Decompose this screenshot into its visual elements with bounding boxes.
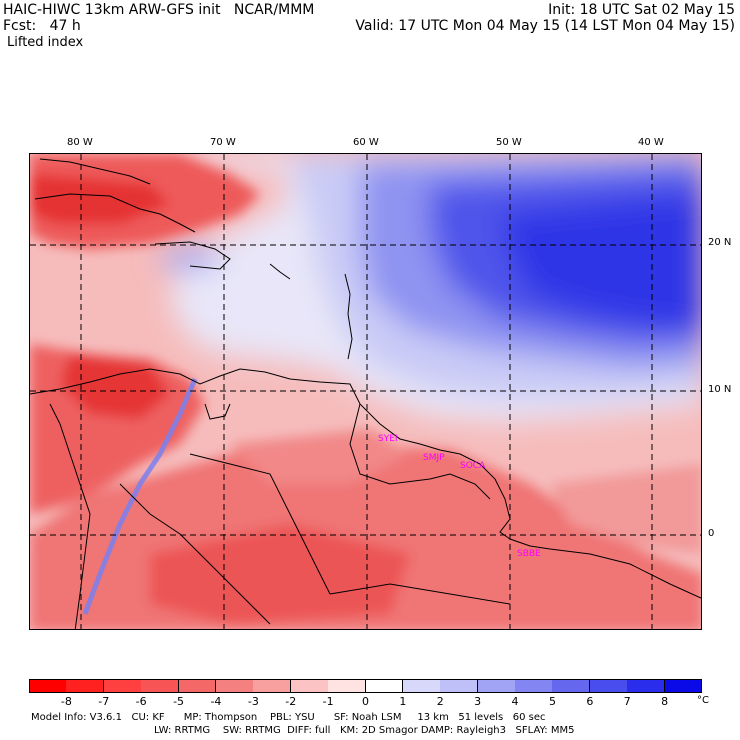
colorbar-tick-label: 4 [511, 695, 519, 708]
field-name: Lifted index [7, 35, 84, 50]
colorbar-segment [328, 679, 366, 693]
colorbar-tick-label: -2 [285, 695, 297, 708]
lat-label-20n: 20 N [708, 237, 732, 248]
lat-label-0: 0 [708, 528, 715, 539]
colorbar-segment [215, 679, 254, 693]
lifted-index-map: SYEI SMJP SOCA SBBE [30, 154, 701, 629]
station-soca: SOCA [460, 461, 486, 471]
colorbar-segment [440, 679, 479, 693]
colorbar-segment [515, 679, 553, 693]
station-syei: SYEI [378, 434, 398, 444]
lon-label-80w: 80 W [67, 137, 93, 148]
colorbar-tick-label: 2 [436, 695, 444, 708]
colorbar-segment [402, 679, 441, 693]
coastlines [30, 158, 701, 629]
map-panel: SYEI SMJP SOCA SBBE [29, 153, 702, 630]
colorbar-tick-label: 8 [661, 695, 669, 708]
colorbar-tick-label: -6 [135, 695, 147, 708]
colorbar-tick-label: -8 [60, 695, 72, 708]
title-line1: HAIC-HIWC 13km ARW-GFS init NCAR/MMM [3, 2, 315, 18]
init-time: Init: 18 UTC Sat 02 May 15 [548, 2, 735, 18]
colorbar-segment [253, 679, 292, 693]
colorbar-tick-label: 6 [586, 695, 594, 708]
colorbar-tick-label: -3 [247, 695, 259, 708]
colorbar-segment [552, 679, 591, 693]
colorbar-segment [178, 679, 217, 693]
colorbar-tick-label: 7 [623, 695, 631, 708]
lon-label-40w: 40 W [638, 137, 664, 148]
andes-ridge [82, 378, 198, 615]
colorbar-segment [664, 679, 703, 693]
colorbar-tick-label: -1 [322, 695, 334, 708]
stable-region [160, 154, 701, 422]
graticule [30, 154, 701, 629]
lat-label-10n: 10 N [708, 384, 732, 395]
colorbar-segment [141, 679, 180, 693]
colorbar-segment [103, 679, 142, 693]
colorbar-segment [29, 679, 67, 693]
colorbar-tick-label: 0 [362, 695, 369, 708]
valid-time: Valid: 17 UTC Mon 04 May 15 (14 LST Mon … [355, 18, 735, 34]
model-info-line1: Model Info: V3.6.1 CU: KF MP: Thompson P… [31, 712, 546, 723]
colorbar-tick-label: -4 [210, 695, 222, 708]
lon-label-60w: 60 W [353, 137, 379, 148]
colorbar-segment [66, 679, 105, 693]
station-sbbe: SBBE [517, 549, 541, 559]
station-smjp: SMJP [423, 453, 445, 463]
colorbar-segment [589, 679, 628, 693]
colorbar-segment [365, 679, 404, 693]
colorbar-tick-label: -5 [173, 695, 185, 708]
colorbar-segment [627, 679, 666, 693]
colorbar-tick-label: 5 [548, 695, 556, 708]
colorbar-segment [477, 679, 516, 693]
lon-label-70w: 70 W [210, 137, 236, 148]
lon-label-50w: 50 W [496, 137, 522, 148]
colorbar-unit: °C [697, 695, 709, 706]
colorbar-tick-label: 3 [474, 695, 482, 708]
colorbar-tick-label: 1 [399, 695, 407, 708]
colorbar-segment [290, 679, 329, 693]
colorbar-tick-label: -7 [98, 695, 110, 708]
forecast-hour: Fcst: 47 h [3, 18, 81, 34]
model-info-line2: LW: RRTMG SW: RRTMG DIFF: full KM: 2D Sm… [154, 725, 575, 736]
unstable-region [30, 154, 701, 629]
